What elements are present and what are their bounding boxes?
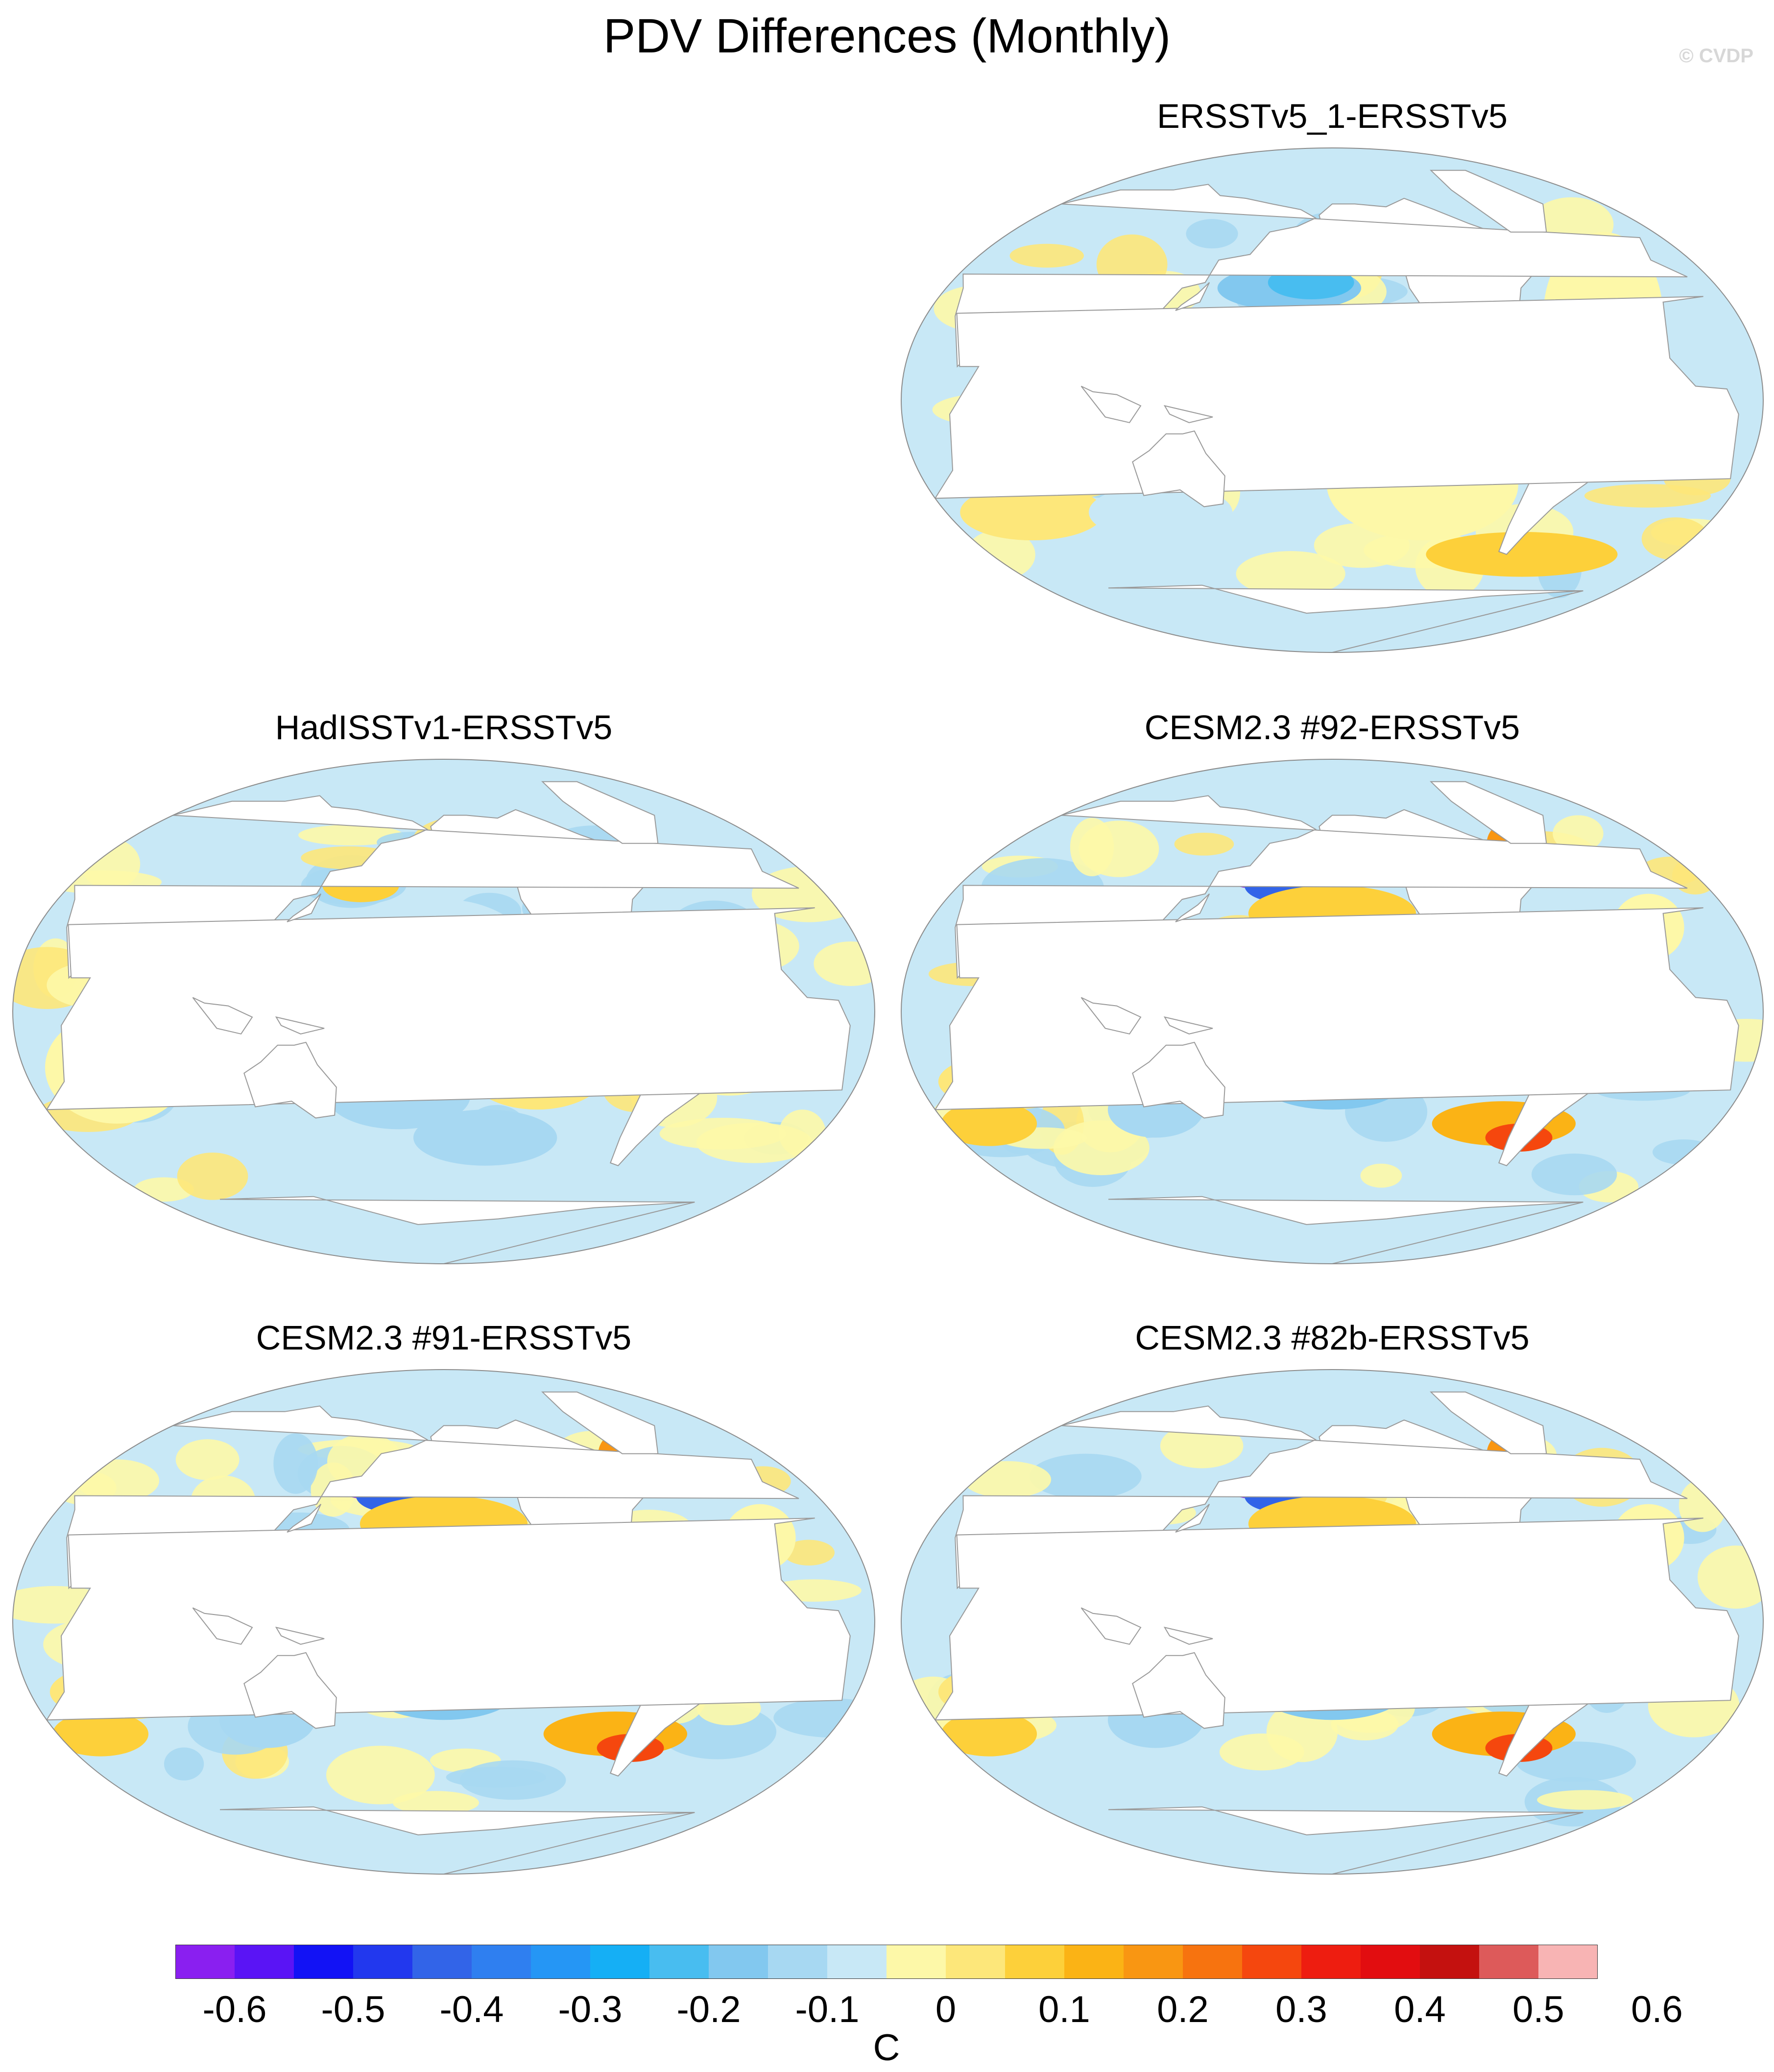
colorbar-tick-label: 0.6 xyxy=(1631,1989,1683,2030)
colorbar-swatch xyxy=(531,1945,591,1979)
colorbar-tick-label: 0 xyxy=(935,1989,957,2030)
map-panel-1: ERSSTv5_1-ERSSTv5 xyxy=(895,94,1769,662)
panel-title-1: ERSSTv5_1-ERSSTv5 xyxy=(1157,97,1508,135)
colorbar-swatch xyxy=(1301,1945,1361,1979)
colorbar-swatch xyxy=(1242,1945,1302,1979)
colorbar-swatch xyxy=(294,1945,354,1979)
colorbar-tick-label: -0.4 xyxy=(439,1989,504,2030)
colorbar-swatch xyxy=(1005,1945,1065,1979)
colorbar-tick-label: -0.2 xyxy=(676,1989,741,2030)
colorbar-swatch xyxy=(887,1945,946,1979)
colorbar-swatch xyxy=(1361,1945,1420,1979)
colorbar-swatch xyxy=(235,1945,294,1979)
colorbar-tick-label: -0.5 xyxy=(321,1989,385,2030)
panel-title-5: CESM2.3 #82b-ERSSTv5 xyxy=(1135,1319,1530,1357)
colorbar-swatch xyxy=(946,1945,1006,1979)
panel-title-3: CESM2.3 #92-ERSSTv5 xyxy=(1144,708,1520,747)
colorbar-swatch xyxy=(590,1945,650,1979)
map-2 xyxy=(12,759,875,1264)
figure-title: PDV Differences (Monthly) xyxy=(603,9,1171,63)
map-4 xyxy=(12,1369,875,1875)
map-3 xyxy=(901,759,1764,1264)
colorbar-swatch xyxy=(472,1945,531,1979)
map-1 xyxy=(901,147,1764,653)
colorbar-tick-label: 0.3 xyxy=(1275,1989,1327,2030)
panel-title-2: HadISSTv1-ERSSTv5 xyxy=(275,708,613,747)
colorbar-swatch xyxy=(1420,1945,1480,1979)
colorbar-tick-label: 0.2 xyxy=(1157,1989,1209,2030)
colorbar-tick-label: 0.5 xyxy=(1512,1989,1564,2030)
colorbar-swatch xyxy=(649,1945,709,1979)
colorbar-swatch xyxy=(1538,1945,1598,1979)
colorbar-tick-label: 0.4 xyxy=(1394,1989,1446,2030)
colorbar-tick-label: -0.1 xyxy=(795,1989,860,2030)
colorbar-tick-label: -0.6 xyxy=(202,1989,267,2030)
map-panel-2: HadISSTv1-ERSSTv5 xyxy=(7,705,881,1274)
colorbar-tick-label: 0.1 xyxy=(1038,1989,1090,2030)
map-panel-5: CESM2.3 #82b-ERSSTv5 xyxy=(895,1316,1769,1884)
copyright-label: © CVDP xyxy=(1679,45,1753,67)
panel-title-4: CESM2.3 #91-ERSSTv5 xyxy=(256,1319,632,1357)
colorbar-swatch xyxy=(1064,1945,1124,1979)
colorbar-swatch xyxy=(768,1945,828,1979)
colorbar-swatch xyxy=(175,1945,235,1979)
colorbar-swatch xyxy=(1183,1945,1243,1979)
colorbar-swatch xyxy=(353,1945,413,1979)
colorbar-swatch xyxy=(1479,1945,1539,1979)
colorbar xyxy=(175,1945,1598,1979)
map-panel-3: CESM2.3 #92-ERSSTv5 xyxy=(895,705,1769,1274)
map-panel-4: CESM2.3 #91-ERSSTv5 xyxy=(7,1316,881,1884)
colorbar-tick-label: -0.3 xyxy=(558,1989,623,2030)
colorbar-swatch xyxy=(1124,1945,1183,1979)
map-5 xyxy=(901,1369,1764,1875)
colorbar-swatch xyxy=(827,1945,887,1979)
colorbar-swatch xyxy=(412,1945,472,1979)
colorbar-units-label: C xyxy=(873,2027,900,2069)
colorbar-swatch xyxy=(709,1945,768,1979)
